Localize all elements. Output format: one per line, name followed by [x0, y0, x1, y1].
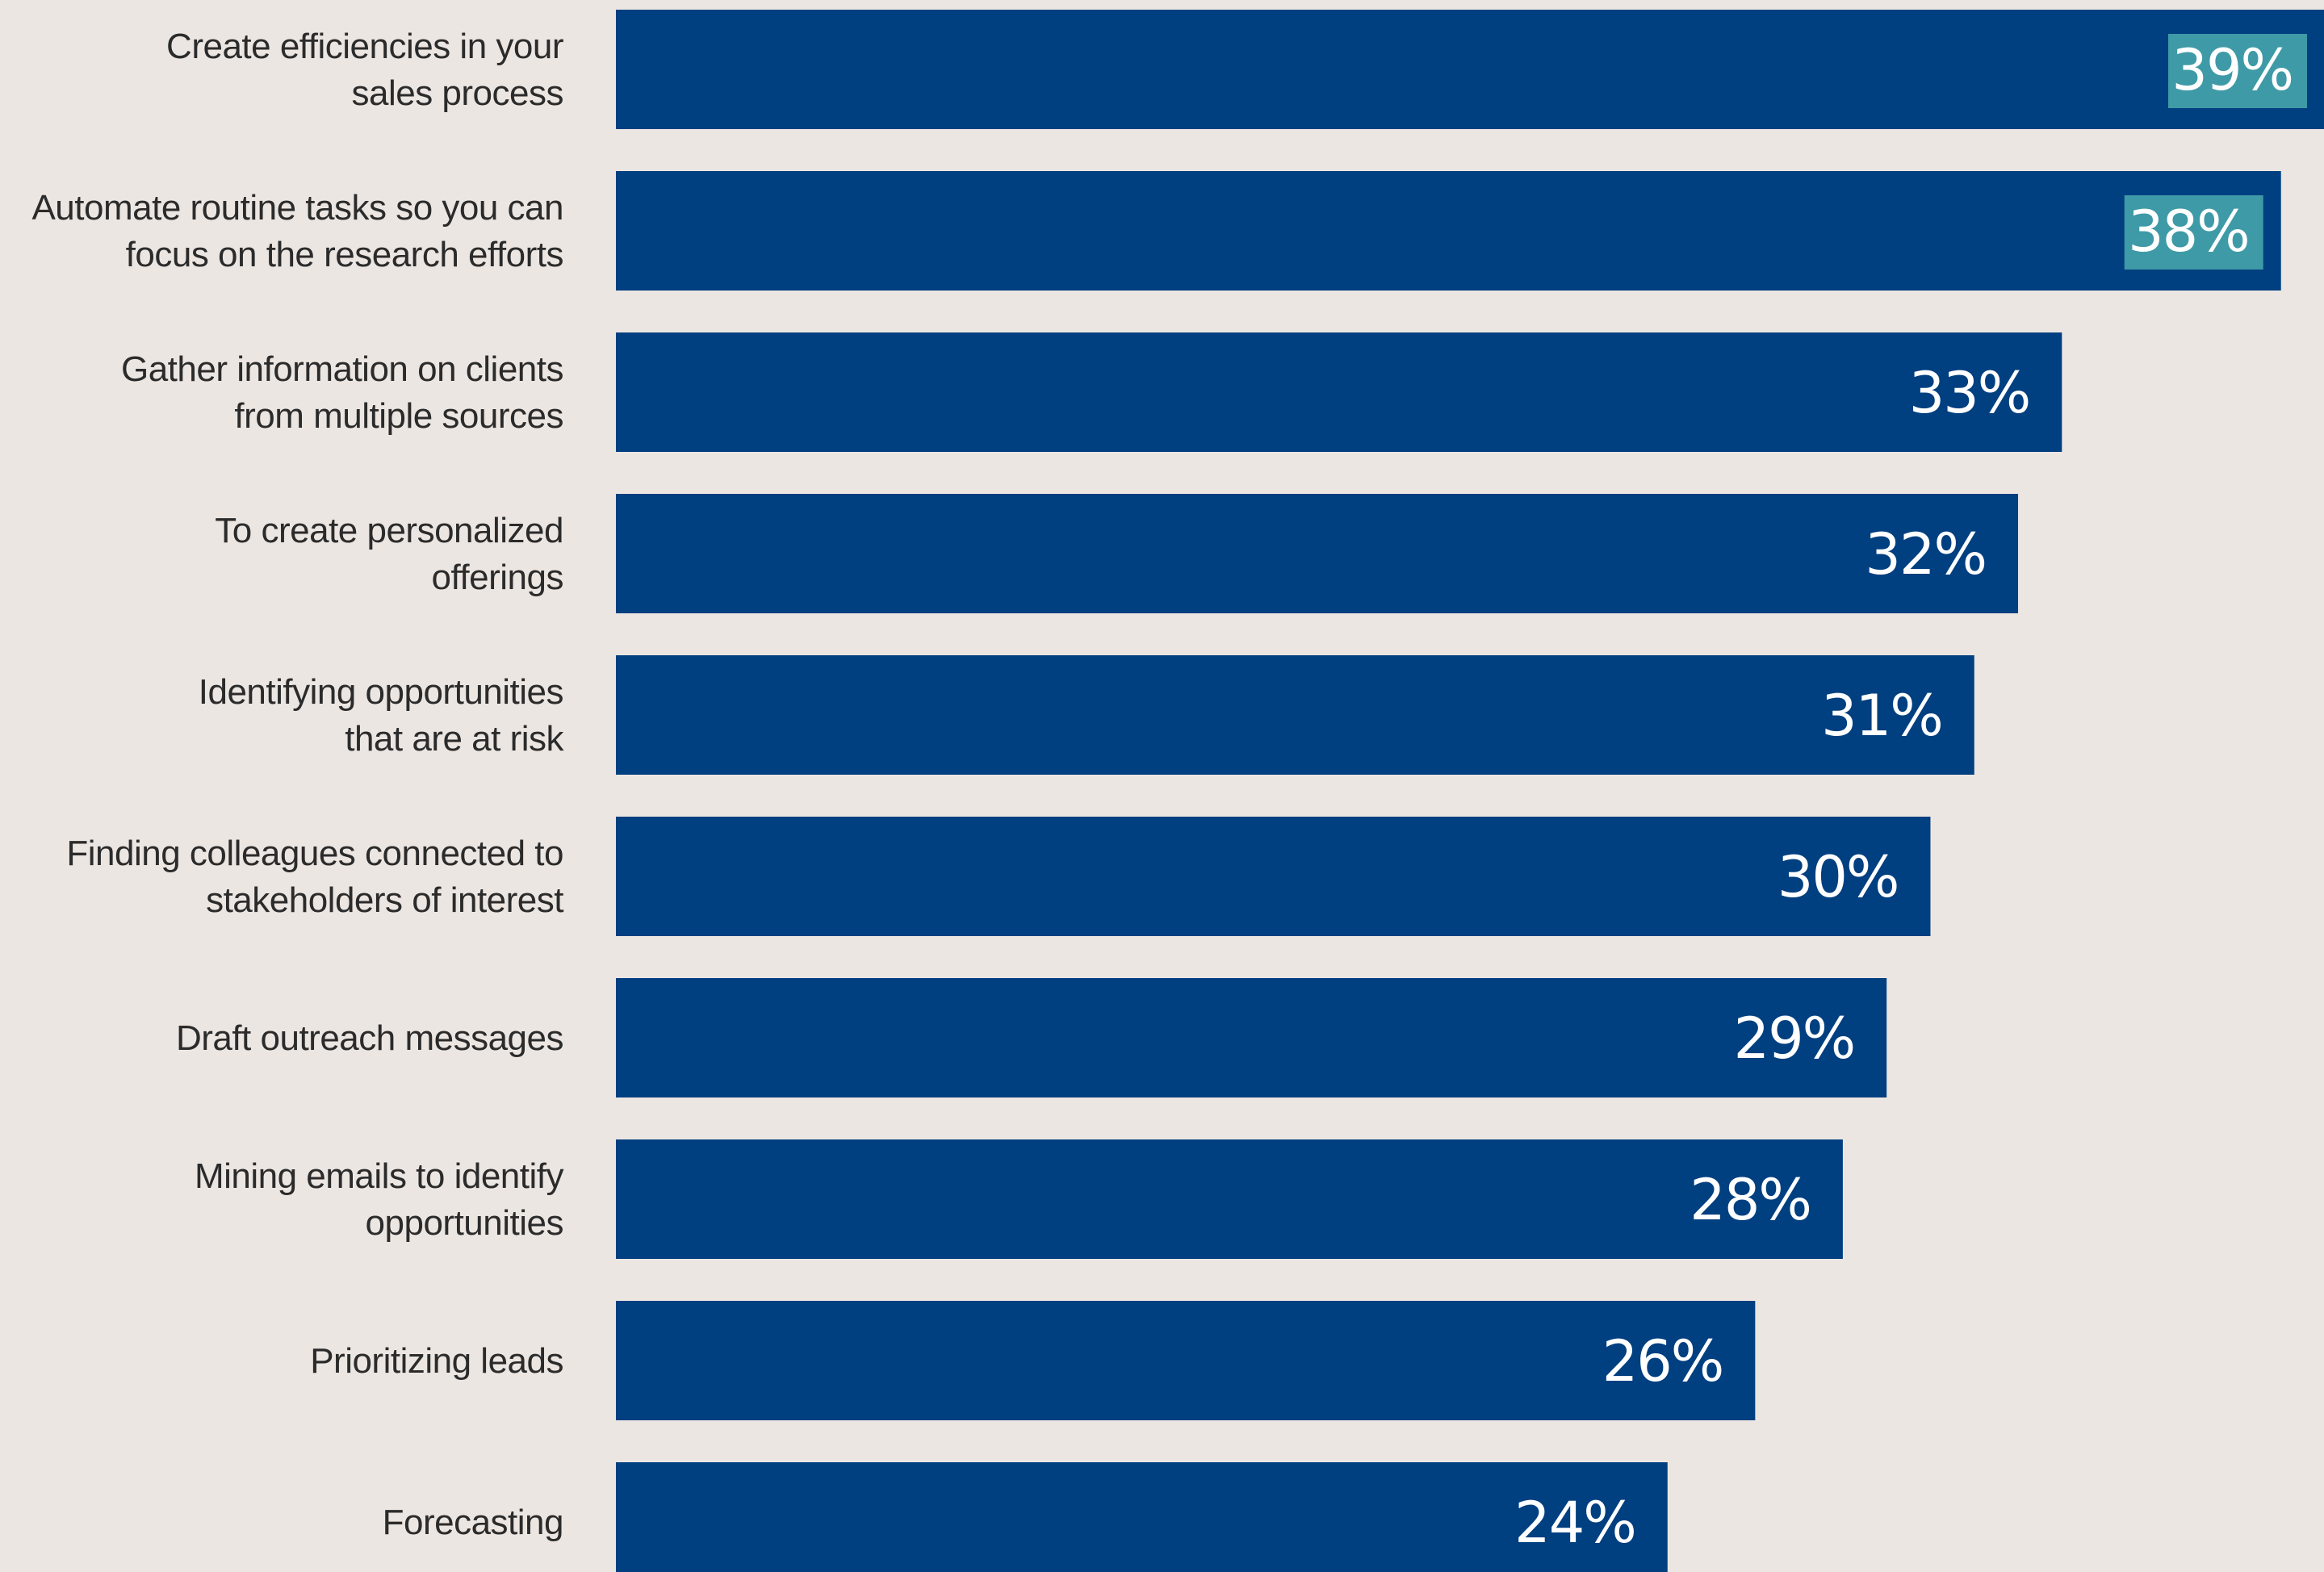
category-label-0-line-1: sales process	[351, 73, 563, 113]
category-label-5-line-1: stakeholders of interest	[206, 880, 563, 920]
bar-7	[616, 1139, 1843, 1259]
value-label-1: 38%	[2128, 199, 2249, 265]
category-label-3-line-1: offerings	[432, 558, 563, 597]
value-label-9: 24%	[1514, 1490, 1635, 1556]
category-labels-layer: Create efficiencies in your sales process…	[31, 27, 565, 1542]
bar-1	[616, 171, 2281, 291]
value-label-6: 29%	[1734, 1005, 1855, 1072]
category-label-7-line-0: Mining emails to identify	[195, 1156, 564, 1196]
category-label-8-line-0: Prioritizing leads	[310, 1341, 563, 1381]
category-label-9-line-0: Forecasting	[383, 1503, 563, 1542]
value-label-4: 31%	[1821, 683, 1942, 749]
value-label-0: 39%	[2171, 37, 2293, 103]
bar-0	[616, 10, 2324, 129]
category-label-3-line-0: To create personalized	[215, 511, 563, 550]
bar-2	[616, 332, 2062, 452]
category-label-4-line-0: Identifying opportunities	[199, 672, 563, 712]
bar-4	[616, 655, 1974, 775]
value-label-5: 30%	[1778, 844, 1899, 910]
bar-3	[616, 494, 2019, 613]
bar-5	[616, 817, 1931, 936]
bar-9	[616, 1462, 1668, 1572]
category-label-5-line-0: Finding colleagues connected to	[66, 834, 563, 873]
value-label-highlight-0	[2168, 34, 2307, 108]
bars-layer: 39% 38% 33% 32% 31% 30% 29% 28% 26% 24%	[616, 10, 2324, 1572]
category-label-7-line-1: opportunities	[366, 1203, 563, 1243]
category-label-1-line-0: Automate routine tasks so you can	[31, 188, 563, 228]
bar-8	[616, 1301, 1756, 1420]
value-label-highlight-1	[2124, 195, 2263, 270]
value-label-7: 28%	[1690, 1167, 1811, 1233]
category-label-2-line-1: from multiple sources	[234, 396, 563, 436]
category-label-1-line-1: focus on the research efforts	[126, 235, 563, 274]
category-label-4-line-1: that are at risk	[345, 719, 564, 759]
bar-6	[616, 978, 1887, 1097]
value-label-2: 33%	[1909, 360, 2030, 426]
category-label-6-line-0: Draft outreach messages	[176, 1018, 563, 1058]
value-label-3: 32%	[1865, 521, 1986, 587]
value-label-8: 26%	[1602, 1328, 1723, 1394]
category-label-0-line-0: Create efficiencies in your	[166, 27, 563, 66]
category-label-2-line-0: Gather information on clients	[121, 349, 563, 389]
